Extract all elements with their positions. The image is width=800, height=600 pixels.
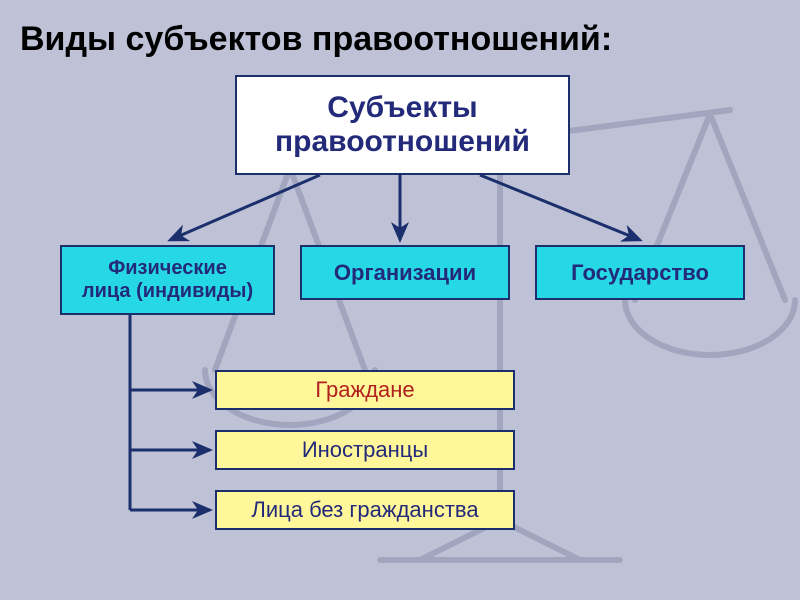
subtype-foreigners: Иностранцы xyxy=(215,430,515,470)
subtype-label: Лица без гражданства xyxy=(251,497,478,522)
category-state: Государство xyxy=(535,245,745,300)
category-label: Физическиелица (индивиды) xyxy=(82,257,253,303)
subtype-citizens: Граждане xyxy=(215,370,515,410)
category-label: Государство xyxy=(571,260,709,285)
category-organizations: Организации xyxy=(300,245,510,300)
root-node: Субъектыправоотношений xyxy=(235,75,570,175)
category-physical-persons: Физическиелица (индивиды) xyxy=(60,245,275,315)
subtype-label: Иностранцы xyxy=(302,437,428,462)
subtype-stateless: Лица без гражданства xyxy=(215,490,515,530)
root-node-label: Субъектыправоотношений xyxy=(275,91,530,160)
page-title: Виды субъектов правоотношений: xyxy=(20,20,612,59)
subtype-label: Граждане xyxy=(315,377,414,402)
category-label: Организации xyxy=(334,260,476,285)
diagram: Виды субъектов правоотношений: Субъектып… xyxy=(0,0,800,600)
